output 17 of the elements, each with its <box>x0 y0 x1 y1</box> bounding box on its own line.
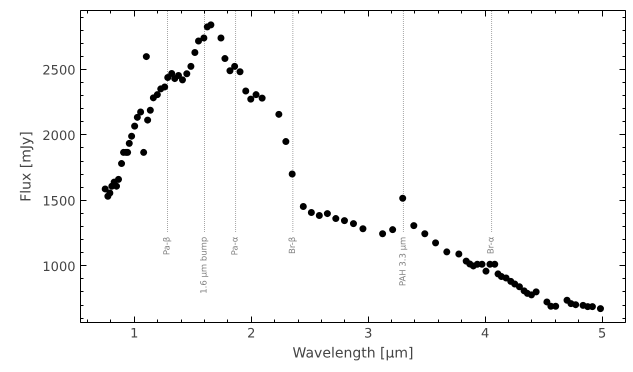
ref-line-label: PAH 3.3 μm <box>398 236 408 286</box>
ref-line-label: Br-α <box>486 236 497 254</box>
ref-line-label: 1.6 μm bump <box>200 236 210 294</box>
y-tick-label: 1000 <box>42 260 76 275</box>
y-axis-title: Flux [mJy] <box>18 131 34 202</box>
x-tick-label: 4 <box>481 326 490 342</box>
x-tick-label: 1 <box>130 326 138 342</box>
x-axis-title: Wavelength [μm] <box>292 346 414 362</box>
x-tick-label: 5 <box>598 326 606 342</box>
y-tick-label: 2500 <box>42 63 76 78</box>
x-tick-label: 3 <box>364 326 372 342</box>
ref-line-label: Br-β <box>288 236 298 254</box>
ref-line-label: Pa-α <box>230 236 241 256</box>
ref-line-label: Pa-β <box>162 236 172 256</box>
x-tick-label: 2 <box>247 326 256 342</box>
y-tick-label: 1500 <box>42 194 76 210</box>
y-tick-label: 2000 <box>42 128 76 144</box>
